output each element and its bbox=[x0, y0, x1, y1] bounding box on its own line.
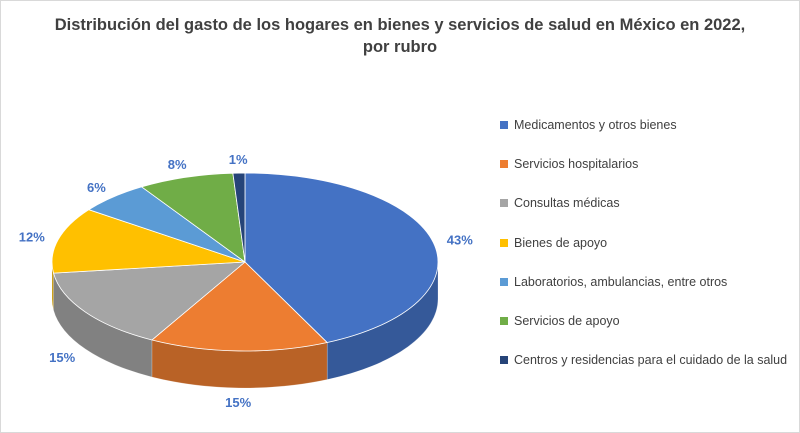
pie-slice-servicios-de-apoyo bbox=[141, 172, 246, 263]
pie-slice-centros-y-residencias-para-el-cuidado-de-la-salud bbox=[232, 172, 246, 263]
legend-label: Centros y residencias para el cuidado de… bbox=[514, 353, 788, 368]
legend-label: Medicamentos y otros bienes bbox=[514, 118, 677, 132]
data-label-servicios-hospitalarios: 15% bbox=[225, 395, 251, 410]
data-label-centros-y-residencias-para-el-cuidado-de-la-salud: 1% bbox=[229, 152, 248, 167]
legend-label: Laboratorios, ambulancias, entre otros bbox=[514, 274, 728, 289]
legend-item-servicios-hospitalarios: Servicios hospitalarios bbox=[500, 154, 638, 174]
data-label-consultas-medicas: 15% bbox=[49, 350, 75, 365]
pie-slice-servicios-hospitalarios bbox=[151, 261, 328, 352]
legend-swatch bbox=[500, 121, 508, 129]
legend-item-consultas-medicas: Consultas médicas bbox=[500, 193, 620, 213]
legend-swatch bbox=[500, 277, 508, 286]
legend-swatch bbox=[500, 160, 508, 169]
legend-item-servicios-de-apoyo: Servicios de apoyo bbox=[500, 311, 620, 331]
data-label-medicamentos-y-otros-bienes: 43% bbox=[447, 233, 473, 248]
legend-item-laboratorios-ambulancias-entre-otros: Laboratorios, ambulancias, entre otros bbox=[500, 272, 727, 292]
pie-slice-consultas-medicas bbox=[53, 261, 246, 341]
legend-swatch bbox=[500, 317, 508, 325]
legend-label: Consultas médicas bbox=[514, 196, 620, 211]
legend-swatch bbox=[500, 356, 508, 365]
legend-swatch bbox=[500, 199, 508, 208]
pie-slice-bienes-de-apoyo bbox=[51, 209, 246, 274]
legend-label: Bienes de apoyo bbox=[514, 235, 608, 250]
data-label-servicios-de-apoyo: 8% bbox=[168, 157, 187, 172]
legend-label: Servicios hospitalarios bbox=[514, 157, 639, 172]
chart-title: Distribución del gasto de los hogares en… bbox=[0, 14, 800, 58]
chart-title-line-1: Distribución del gasto de los hogares en… bbox=[54, 16, 746, 34]
legend-swatch bbox=[500, 238, 508, 247]
legend-item-centros-y-residencias-para-el-cuidado-de-la-salud: Centros y residencias para el cuidado de… bbox=[500, 350, 787, 370]
pie-slice-medicamentos-y-otros-bienes bbox=[244, 172, 439, 343]
legend-item-medicamentos-y-otros-bienes: Medicamentos y otros bienes bbox=[500, 115, 677, 135]
legend-item-bienes-de-apoyo: Bienes de apoyo bbox=[500, 233, 607, 253]
legend-label: Servicios de apoyo bbox=[514, 314, 620, 328]
data-label-laboratorios-ambulancias-entre-otros: 6% bbox=[87, 180, 106, 195]
data-label-bienes-de-apoyo: 12% bbox=[19, 229, 45, 244]
chart-title-line-2: por rubro bbox=[362, 38, 438, 56]
